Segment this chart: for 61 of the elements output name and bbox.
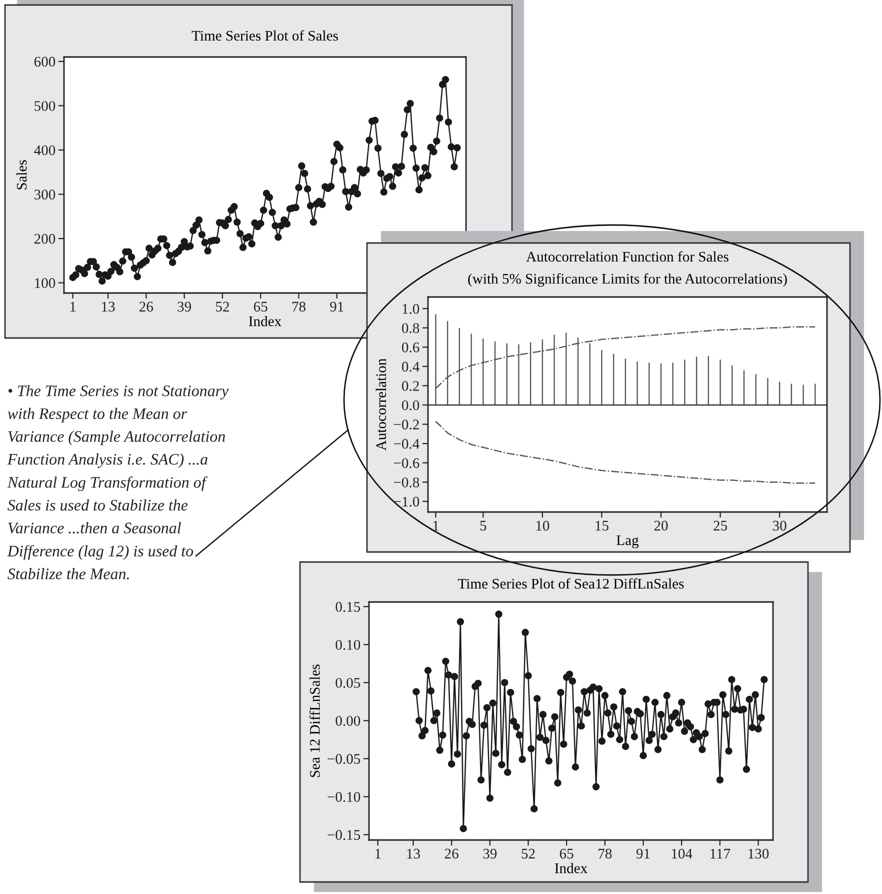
x-tick-label: 1 [433,520,438,530]
x-tick-label: 15 [596,520,608,531]
y-tick-label: 0.0 [402,400,420,410]
chart-title: Time Series Plot of Sea12 DiffLnSales [458,578,684,589]
y-tick-label: −0.6 [394,458,420,468]
y-axis-title: Sea 12 DiffLnSales [309,664,320,777]
y-tick-label: 400 [34,145,56,156]
x-tick-label: 104 [672,848,692,859]
x-tick-label: 130 [748,848,769,859]
y-tick-label: 500 [34,101,56,111]
chart-title: Time Series Plot of Sales [192,30,338,41]
x-tick-label: 30 [772,520,786,531]
y-tick-label: 0.4 [402,362,420,372]
y-tick-label: −0.15 [328,830,360,840]
x-axis-title: Lag [616,535,639,548]
x-tick-label: 5 [480,520,486,531]
x-tick-label: 1 [375,848,381,858]
chart-title: Autocorrelation Function for Sales [526,251,728,262]
x-tick-label: 65 [254,302,268,312]
y-tick-label: −0.10 [328,792,360,802]
x-tick-label: 13 [407,848,420,859]
x-tick-label: 78 [598,848,612,859]
y-tick-label: 300 [34,190,56,200]
text: • The Time Series is not Stationary with Respect to the Mean or Variance (Sample Autocorrelation Function Analysis i.e. SAC) ...a Natural Log Transformation of Sales is used to Stabilize the Variance ...then a Seasonal Difference (lag 12) is used to Stabilize the Mean. [7,385,229,580]
y-tick-label: 600 [34,56,56,67]
x-tick-label: 20 [654,520,668,531]
x-tick-label: 39 [483,848,497,859]
y-tick-label: −1.0 [394,496,420,507]
y-tick-label: 1.0 [402,304,420,314]
y-tick-label: 0.8 [402,323,420,334]
x-tick-label: 91 [330,302,344,312]
x-tick-label: 26 [140,302,154,312]
y-tick-label: −0.05 [328,754,360,764]
y-tick-label: −0.2 [394,420,419,430]
y-tick-label: 0.10 [336,640,360,650]
y-tick-label: −0.8 [394,477,420,488]
y-tick-label: 100 [35,278,56,288]
y-tick-label: −0.4 [394,438,420,449]
x-tick-label: 78 [292,302,306,312]
x-tick-label: 52 [522,848,535,859]
y-tick-label: 0.6 [402,342,420,352]
x-tick-label: 1 [70,302,76,312]
x-tick-label: 65 [560,848,574,859]
x-tick-label: 52 [216,302,229,312]
y-axis-title: Sales [16,160,27,190]
x-tick-label: 25 [714,520,728,531]
y-tick-label: 0.00 [336,716,360,726]
y-axis-title: Autocorrelation [376,358,386,451]
x-tick-label: 91 [636,848,650,859]
x-tick-label: 26 [444,848,458,859]
x-tick-label: 39 [178,302,191,312]
chart-subtitle: (with 5% Significance Limits for the Autocorrelations) [468,273,787,287]
y-tick-label: 0.2 [402,381,419,391]
y-tick-label: 0.05 [336,678,360,688]
y-tick-label: 0.15 [336,602,360,612]
x-axis-title: Index [554,862,588,874]
y-tick-label: 200 [34,234,56,244]
x-axis-title: Index [248,316,282,326]
x-tick-label: 13 [102,302,115,312]
x-tick-label: 10 [536,520,550,531]
x-tick-label: 117 [710,848,730,858]
